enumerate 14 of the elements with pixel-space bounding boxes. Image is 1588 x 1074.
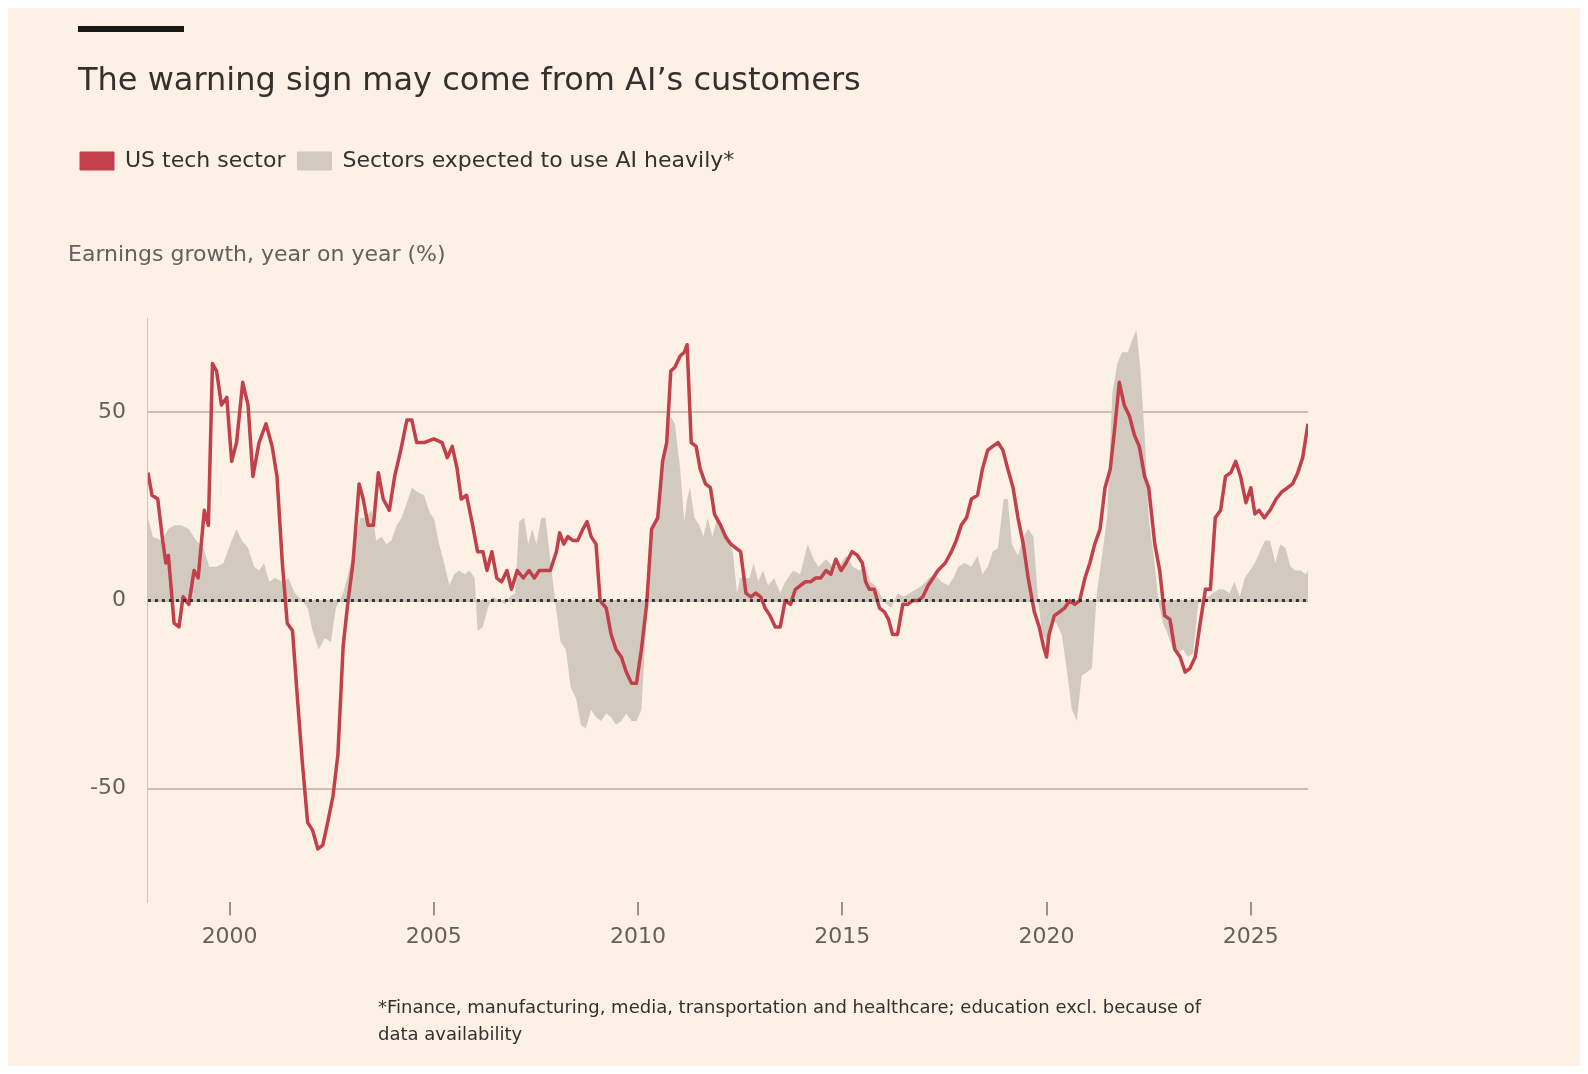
chart-title: The warning sign may come from AI’s customers xyxy=(78,60,861,98)
x-tick-label: 2000 xyxy=(201,922,258,948)
legend-label: US tech sector xyxy=(125,146,287,172)
y-tick-label: -50 xyxy=(90,774,126,800)
x-tick-label: 2020 xyxy=(1018,922,1075,948)
x-tick-label: 2005 xyxy=(405,922,462,948)
x-tick-label: 2015 xyxy=(814,922,871,948)
x-tick-label: 2010 xyxy=(610,922,667,948)
text: *Finance, manufacturing, media, transportation and healthcare; education excl. because of data availability xyxy=(378,995,1203,1046)
y-tick-label: 0 xyxy=(111,586,126,612)
y-axis-title: Earnings growth, year on year (%) xyxy=(68,240,446,266)
x-tick-label: 2025 xyxy=(1222,922,1279,948)
legend-label: Sectors expected to use AI heavily* xyxy=(342,146,735,172)
y-tick-label: 50 xyxy=(97,398,126,424)
